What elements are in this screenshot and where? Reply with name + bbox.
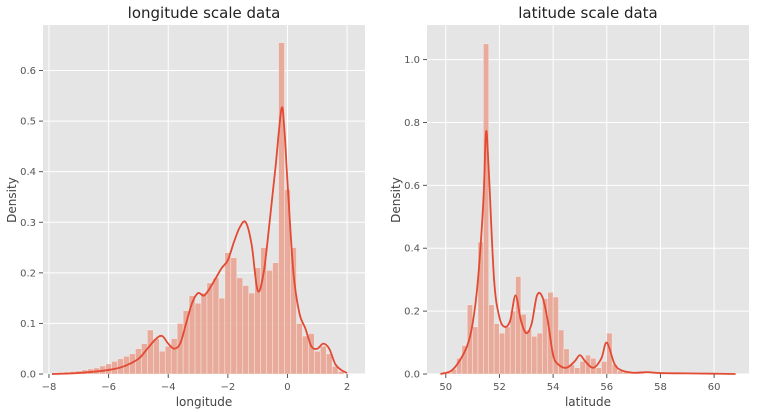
longitude-histogram-bar xyxy=(272,262,279,375)
longitude-histogram-bars xyxy=(51,42,345,375)
latitude-chart-title: latitude scale data xyxy=(518,4,658,22)
latitude-histogram-bar xyxy=(488,304,495,375)
longitude-histogram-bar xyxy=(200,292,208,375)
longitude-x-ticks: −8 −6 −4 −2 0 2 xyxy=(42,374,350,393)
latitude-histogram-bar xyxy=(601,361,608,375)
longitude-histogram-bar xyxy=(135,348,142,375)
latitude-histogram-bar xyxy=(483,43,490,375)
longitude-histogram-bar xyxy=(141,343,148,375)
latitude-histogram-bar xyxy=(644,373,651,375)
latitude-y-tick-label: 0.0 xyxy=(404,370,420,381)
longitude-histogram-bar xyxy=(158,350,166,375)
latitude-y-tick-label: 0.6 xyxy=(404,181,420,192)
longitude-x-axis-label: longitude xyxy=(176,395,233,409)
latitude-y-tick-label: 0.4 xyxy=(404,244,420,255)
longitude-histogram-bar xyxy=(206,282,214,375)
longitude-x-tick-label: 2 xyxy=(344,382,350,393)
longitude-x-tick-label: 0 xyxy=(284,382,290,393)
longitude-y-axis-label: Density xyxy=(5,177,19,223)
latitude-x-tick-label: 52 xyxy=(493,382,506,393)
latitude-gridlines xyxy=(427,25,749,375)
latitude-histogram-bar xyxy=(595,367,602,375)
longitude-histogram-bar xyxy=(212,277,220,375)
longitude-histogram-bar xyxy=(147,329,154,375)
longitude-histogram-bar xyxy=(296,323,303,375)
latitude-histogram-bar xyxy=(504,326,511,375)
longitude-y-tick-label: 0.0 xyxy=(20,370,36,381)
longitude-y-ticks: 0.0 0.1 0.2 0.3 0.4 0.5 0.6 xyxy=(20,66,43,381)
longitude-y-tick-label: 0.6 xyxy=(20,66,36,77)
longitude-y-tick-label: 0.4 xyxy=(20,167,36,178)
longitude-histogram-bar xyxy=(170,338,178,375)
latitude-y-tick-label: 0.8 xyxy=(404,118,420,129)
longitude-x-tick-label: −2 xyxy=(220,382,235,393)
latitude-histogram-bar xyxy=(579,361,586,375)
longitude-histogram-bar xyxy=(242,285,250,375)
longitude-histogram-bar xyxy=(302,335,309,375)
longitude-histogram-bar xyxy=(230,257,238,375)
longitude-histogram-bar xyxy=(236,277,244,375)
latitude-histogram-bar xyxy=(536,332,543,375)
latitude-x-ticks: 50 52 54 56 58 60 xyxy=(439,374,720,393)
longitude-histogram-bar xyxy=(248,292,255,375)
latitude-y-ticks: 0.0 0.2 0.4 0.6 0.8 1.0 xyxy=(404,55,427,381)
latitude-plot-area xyxy=(427,25,749,374)
latitude-x-tick-label: 50 xyxy=(439,382,452,393)
latitude-x-tick-label: 56 xyxy=(600,382,613,393)
latitude-histogram-bar xyxy=(531,335,538,375)
longitude-histogram-bar xyxy=(278,42,285,375)
longitude-histogram-bar xyxy=(325,353,333,375)
longitude-x-tick-label: −6 xyxy=(101,382,116,393)
longitude-histogram-bar xyxy=(224,252,232,375)
longitude-chart-title: longitude scale data xyxy=(128,4,281,22)
latitude-x-tick-label: 54 xyxy=(547,382,560,393)
longitude-x-tick-label: −8 xyxy=(42,382,57,393)
longitude-histogram-bar xyxy=(260,247,267,375)
longitude-histogram-bar xyxy=(290,247,297,375)
latitude-histogram-bar xyxy=(515,276,522,375)
latitude-histogram-bar xyxy=(472,326,479,375)
latitude-y-tick-label: 0.2 xyxy=(404,307,420,318)
latitude-panel: 50 52 54 56 58 60 0.0 0.2 0.4 0.6 0.8 1.0 latitude… xyxy=(389,4,749,409)
latitude-y-axis-label: Density xyxy=(389,177,403,223)
longitude-histogram-bar xyxy=(194,302,202,375)
latitude-y-tick-label: 1.0 xyxy=(404,55,420,66)
latitude-histogram-bar xyxy=(606,332,613,375)
longitude-x-tick-label: −4 xyxy=(161,382,176,393)
longitude-panel: −8 −6 −4 −2 0 2 0.0 0.1 0.2 0.3 0.4 0.5 0.6 longitu… xyxy=(5,4,365,409)
latitude-histogram-bar xyxy=(493,323,500,375)
longitude-y-tick-label: 0.2 xyxy=(20,268,36,279)
latitude-histogram-bar xyxy=(563,348,570,375)
longitude-histogram-bar xyxy=(218,297,226,375)
latitude-histogram-bar xyxy=(525,329,532,375)
longitude-histogram-bar xyxy=(266,270,273,375)
latitude-x-tick-label: 60 xyxy=(708,382,721,393)
latitude-x-axis-label: latitude xyxy=(565,395,611,409)
latitude-kde-line xyxy=(440,130,736,375)
longitude-histogram-bar xyxy=(337,371,345,375)
longitude-histogram-bar xyxy=(319,345,327,375)
longitude-kde-line xyxy=(51,106,348,375)
latitude-histogram-bar xyxy=(499,332,506,375)
longitude-histogram-bar xyxy=(176,323,184,375)
latitude-histogram-bar xyxy=(574,367,581,375)
latitude-x-tick-label: 58 xyxy=(654,382,667,393)
longitude-y-tick-label: 0.5 xyxy=(20,117,36,128)
longitude-histogram-bar xyxy=(331,366,339,375)
longitude-histogram-bar xyxy=(164,345,172,375)
longitude-histogram-bar xyxy=(314,350,321,375)
longitude-histogram-bar xyxy=(153,338,160,375)
longitude-y-tick-label: 0.1 xyxy=(20,319,36,330)
longitude-y-tick-label: 0.3 xyxy=(20,218,36,229)
